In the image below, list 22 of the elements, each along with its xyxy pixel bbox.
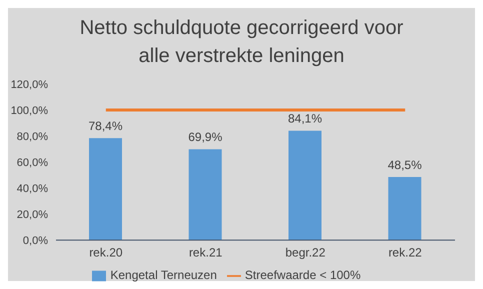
data-label: 48,5% — [388, 158, 422, 172]
data-label: 84,1% — [288, 112, 322, 126]
y-tick-label: 20,0% — [16, 209, 48, 222]
y-tick-label: 40,0% — [16, 183, 48, 196]
legend-label: Streefwaarde < 100% — [244, 268, 361, 282]
x-tick-label: begr.22 — [285, 246, 326, 260]
y-tick-label: 60,0% — [16, 156, 48, 169]
x-tick-label: rek.21 — [188, 246, 223, 260]
data-label: 78,4% — [88, 119, 123, 134]
x-tick-label: rek.20 — [89, 246, 123, 260]
bar — [89, 138, 122, 240]
x-tick-label: rek.22 — [388, 246, 422, 260]
legend-label: Kengetal Terneuzen — [110, 268, 217, 282]
y-tick-label: 80,0% — [16, 130, 48, 143]
data-label: 69,9% — [188, 130, 223, 144]
bar — [188, 149, 222, 240]
chart-title: Netto schuldquote gecorrigeerd voor alle verstrekte leningen — [78, 16, 404, 69]
y-tick-label: 0,0% — [22, 235, 48, 248]
bar — [388, 177, 422, 240]
y-tick-label: 100,0% — [10, 104, 48, 117]
y-tick-label: 120,0% — [10, 78, 48, 91]
bar — [288, 130, 322, 240]
